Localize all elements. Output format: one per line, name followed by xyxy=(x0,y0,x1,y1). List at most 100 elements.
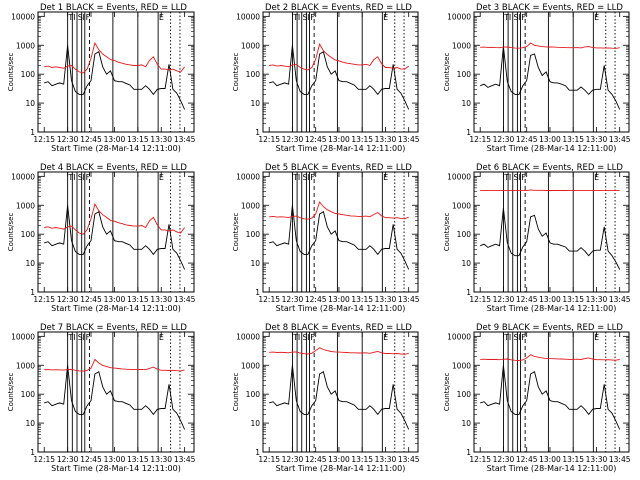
lld-series-line xyxy=(269,42,409,71)
x-axis-label: Start Time (28-Mar-14 12:11:00) xyxy=(487,464,617,473)
x-tick-label: 12:45 xyxy=(80,455,102,464)
x-tick-label: 13:15 xyxy=(351,455,373,464)
x-axis-label: Start Time (28-Mar-14 12:11:00) xyxy=(276,464,406,473)
x-axis-label: Start Time (28-Mar-14 12:11:00) xyxy=(51,144,181,153)
marker-letter: F xyxy=(310,333,315,342)
lld-series-line xyxy=(269,201,409,220)
y-tick-label: 100 xyxy=(21,390,36,399)
lld-series-line xyxy=(480,354,620,361)
y-tick-label: 10 xyxy=(25,99,35,108)
y-tick-label: 1 xyxy=(30,448,35,457)
y-tick-label: 100 xyxy=(457,230,472,239)
x-tick-label: 12:45 xyxy=(516,135,538,144)
plot-frame xyxy=(473,331,630,453)
marker-letter: E xyxy=(594,333,599,342)
marker-letter: I xyxy=(509,333,511,342)
marker-letter: S xyxy=(303,333,308,342)
y-tick-label: 10 xyxy=(461,419,471,428)
events-series-line xyxy=(480,46,621,110)
x-tick-label: 12:15 xyxy=(469,295,491,304)
x-tick-label: 12:15 xyxy=(33,295,55,304)
marker-letter: F xyxy=(86,173,91,182)
x-tick-label: 13:15 xyxy=(127,455,149,464)
marker-letter: E xyxy=(383,173,388,182)
x-tick-label: 12:30 xyxy=(57,455,79,464)
events-series-line xyxy=(269,365,410,430)
x-tick-label: 12:15 xyxy=(33,135,55,144)
x-axis-label: Start Time (28-Mar-14 12:11:00) xyxy=(487,304,617,313)
plot-frame xyxy=(473,171,630,293)
events-series-line xyxy=(44,365,186,430)
y-axis-label: Counts/sec xyxy=(232,213,240,252)
events-series-line xyxy=(480,365,621,430)
marker-letter: T xyxy=(67,13,73,22)
panel-title: Det 7 BLACK = Events, RED = LLD xyxy=(40,323,187,333)
marker-letter: F xyxy=(521,173,526,182)
x-tick-label: 12:45 xyxy=(80,135,102,144)
x-tick-label: 12:30 xyxy=(57,135,79,144)
y-tick-label: 1 xyxy=(466,288,471,297)
x-tick-label: 13:15 xyxy=(562,135,584,144)
marker-letter: E xyxy=(594,13,599,22)
plot-frame xyxy=(262,11,419,133)
marker-letter: I xyxy=(73,173,75,182)
y-tick-label: 1000 xyxy=(452,361,471,370)
y-tick-label: 1 xyxy=(30,288,35,297)
x-tick-label: 13:00 xyxy=(539,135,561,144)
x-tick-label: 12:15 xyxy=(469,135,491,144)
marker-letter: I xyxy=(307,333,309,342)
x-tick-label: 13:30 xyxy=(150,295,172,304)
x-tick-label: 13:30 xyxy=(586,295,608,304)
marker-letter: I xyxy=(518,13,520,22)
panel-title: Det 1 BLACK = Events, RED = LLD xyxy=(40,3,187,13)
x-tick-label: 12:15 xyxy=(258,455,280,464)
lld-series-line xyxy=(44,358,185,372)
marker-letter: I xyxy=(82,13,84,22)
x-tick-label: 12:30 xyxy=(493,295,515,304)
x-tick-label: 13:30 xyxy=(586,455,608,464)
y-tick-label: 10 xyxy=(250,99,260,108)
y-tick-label: 10 xyxy=(461,99,471,108)
y-tick-label: 10000 xyxy=(236,12,260,21)
y-tick-label: 10000 xyxy=(447,12,471,21)
y-axis-label: Counts/sec xyxy=(443,373,451,412)
marker-letter: I xyxy=(82,173,84,182)
x-tick-label: 12:30 xyxy=(57,295,79,304)
x-tick-label: 12:15 xyxy=(33,455,55,464)
marker-letter: S xyxy=(303,173,308,182)
y-tick-label: 10 xyxy=(25,419,35,428)
marker-letter: I xyxy=(307,173,309,182)
x-tick-label: 12:45 xyxy=(305,135,327,144)
marker-letter: I xyxy=(73,333,75,342)
x-tick-label: 12:30 xyxy=(282,295,304,304)
y-tick-label: 10000 xyxy=(236,172,260,181)
events-series-line xyxy=(269,205,410,270)
y-tick-label: 100 xyxy=(21,230,36,239)
x-tick-label: 13:15 xyxy=(127,135,149,144)
lld-series-line xyxy=(480,42,620,49)
lld-series-line xyxy=(44,41,185,74)
marker-letter: F xyxy=(521,13,526,22)
y-tick-label: 100 xyxy=(246,390,261,399)
y-tick-label: 100 xyxy=(246,70,261,79)
marker-letter: T xyxy=(67,333,73,342)
marker-letter: I xyxy=(509,13,511,22)
y-tick-label: 10000 xyxy=(236,332,260,341)
y-tick-label: 1 xyxy=(30,128,35,137)
panel-title: Det 5 BLACK = Events, RED = LLD xyxy=(265,163,412,173)
x-tick-label: 13:45 xyxy=(174,295,196,304)
x-axis-label: Start Time (28-Mar-14 12:11:00) xyxy=(51,464,181,473)
x-tick-label: 13:00 xyxy=(539,295,561,304)
y-tick-label: 1000 xyxy=(241,361,260,370)
marker-letter: S xyxy=(514,333,519,342)
lld-series-line xyxy=(480,189,620,192)
panel-title: Det 8 BLACK = Events, RED = LLD xyxy=(265,323,412,333)
y-tick-label: 10000 xyxy=(447,172,471,181)
marker-letter: E xyxy=(594,173,599,182)
